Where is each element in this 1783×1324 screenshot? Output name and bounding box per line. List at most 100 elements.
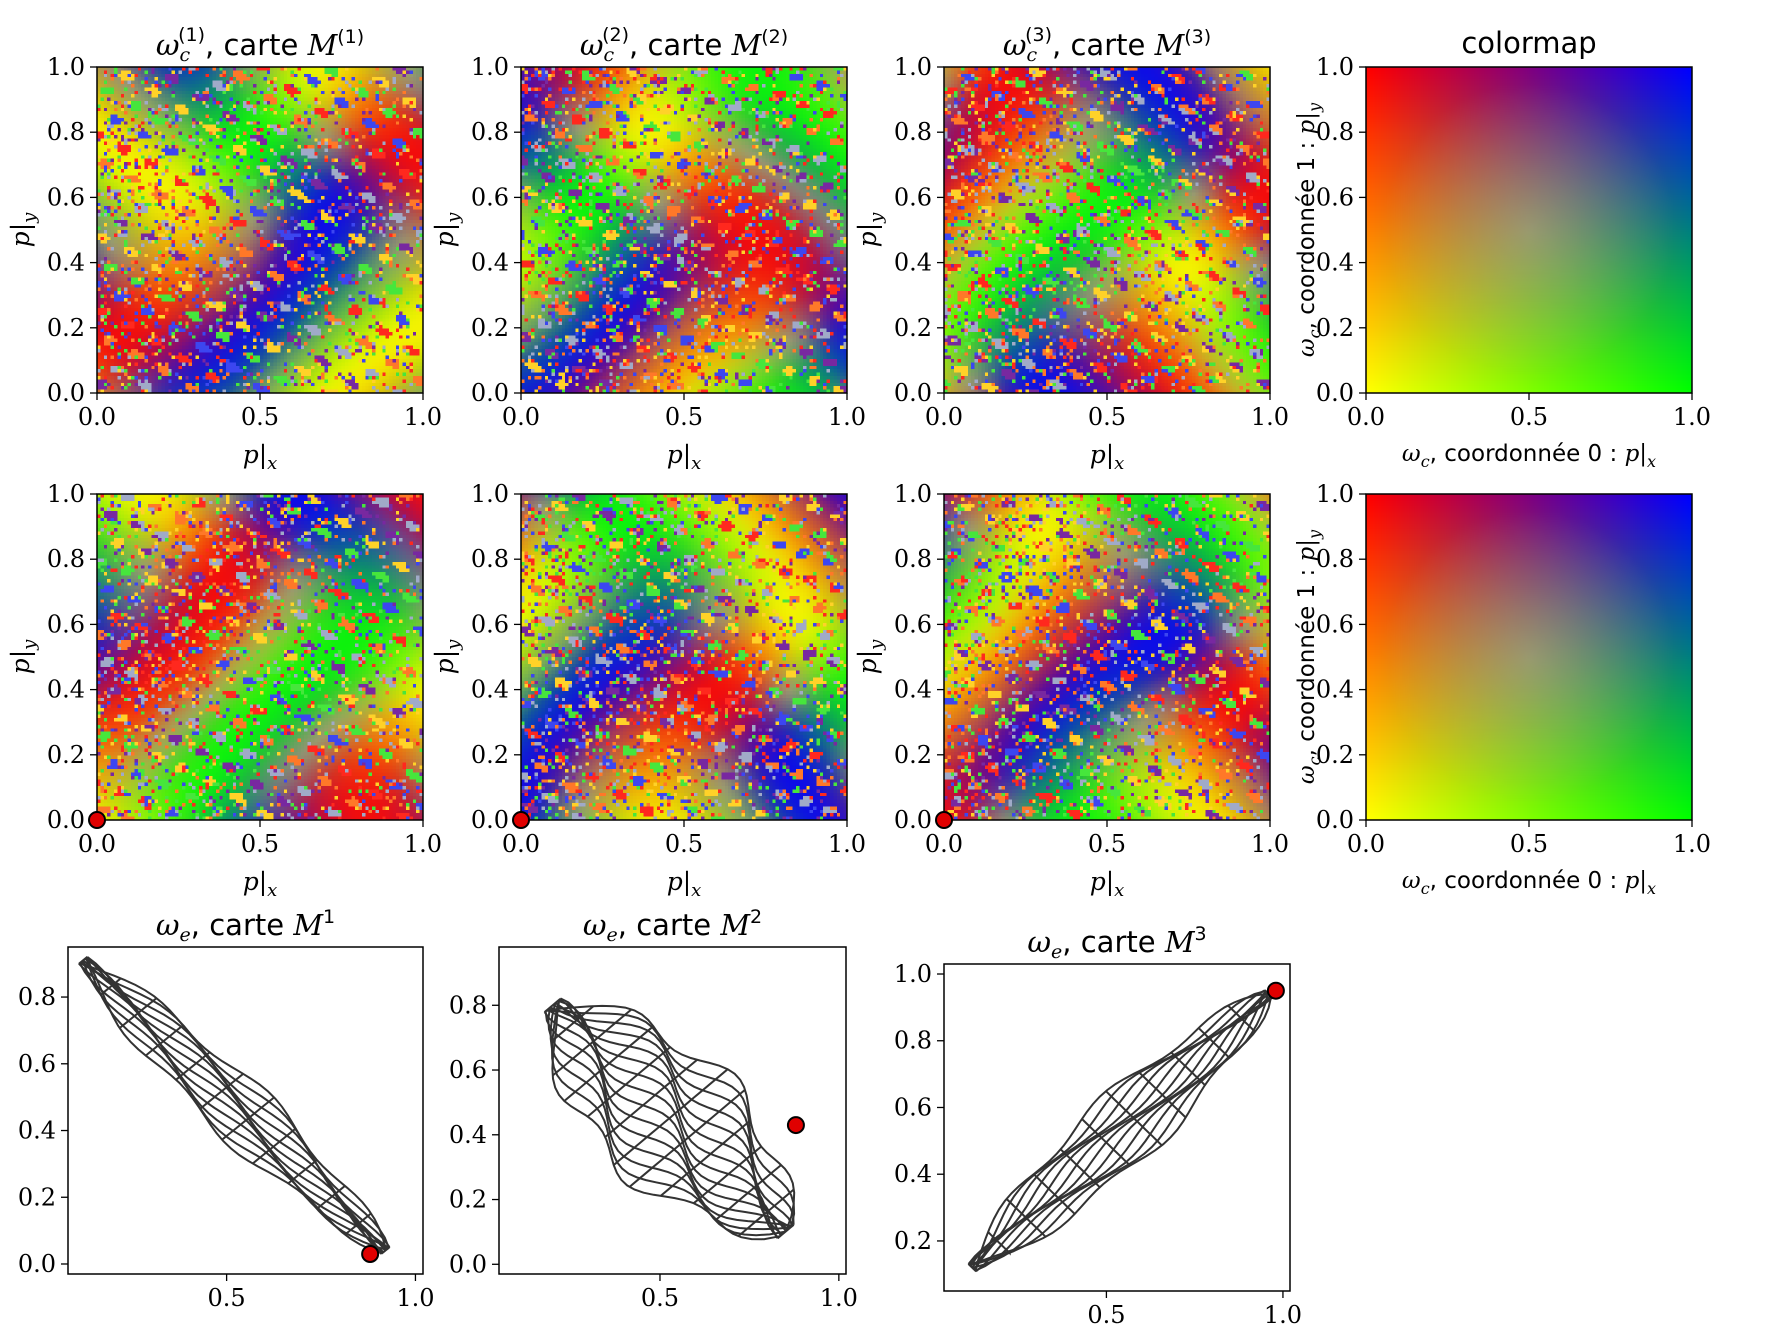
y-tick-label: 0.8 [1316,545,1354,573]
y-tick-label: 0.2 [1316,314,1354,342]
heatmap-image [521,67,847,393]
mesh-line [82,959,391,1248]
mesh-line [221,1096,275,1141]
x-axis-label: p|x [243,867,278,901]
mesh-line [563,1025,654,1102]
y-tick-label: 0.0 [449,1250,487,1278]
y-tick-label: 0.4 [47,249,85,277]
x-tick-label: 1.0 [1251,830,1289,858]
y-tick-label: 1.0 [471,480,509,508]
y-tick-label: 0.2 [18,1183,56,1211]
y-tick-label: 0.4 [894,249,932,277]
x-tick-label: 1.0 [404,830,442,858]
mesh-line [543,997,562,1013]
x-tick-label: 1.0 [820,1284,858,1312]
x-axis-label: ωc, coordonnée 0 : p|x [1402,868,1656,898]
plot-frame [67,946,424,1275]
mesh-line [118,997,158,1029]
mesh-line [586,1046,671,1118]
y-tick-label: 0.4 [471,676,509,704]
y-tick-label: 0.6 [894,1093,932,1121]
x-tick-label: 1.0 [404,403,442,431]
chart-title: colormap [1461,26,1596,60]
mesh-line [968,991,1268,1266]
y-axis-label: p|y [853,212,887,247]
mesh-line [1059,1148,1101,1188]
y-tick-label: 0.6 [1316,183,1354,211]
y-tick-label: 0.4 [894,1160,932,1188]
x-tick-label: 0.0 [1347,403,1385,431]
y-tick-label: 1.0 [894,960,932,988]
y-tick-label: 0.2 [449,1186,487,1214]
x-tick-label: 0.0 [925,403,963,431]
mesh-line [1005,1198,1047,1238]
mesh-line [693,1145,762,1204]
x-tick-label: 0.0 [78,403,116,431]
mesh-line [737,1188,795,1237]
x-tick-label: 0.0 [78,830,116,858]
mesh-line [604,1059,698,1138]
y-tick-label: 0.8 [471,118,509,146]
y-tick-label: 0.6 [47,610,85,638]
mesh-line [969,992,1269,1267]
origin-marker [88,811,106,829]
neuron-marker [361,1244,380,1263]
heatmap-image [944,494,1270,820]
y-tick-label: 0.4 [471,249,509,277]
chart-title: ωc(1), carte M(1) [156,24,364,66]
y-tick-label: 0.0 [1316,806,1354,834]
x-tick-label: 0.5 [1510,830,1548,858]
mesh-line [287,1159,318,1185]
mesh-line [974,989,1266,1271]
y-tick-label: 1.0 [471,53,509,81]
y-tick-label: 0.6 [471,183,509,211]
neuron-marker [1266,981,1285,1000]
chart-title: ωe, carte M2 [583,906,762,946]
mesh-line [975,993,1270,1273]
mesh-line [85,956,388,1250]
y-tick-label: 0.0 [47,806,85,834]
y-tick-label: 0.2 [894,741,932,769]
y-tick-label: 1.0 [47,53,85,81]
x-tick-label: 1.0 [828,830,866,858]
y-tick-label: 0.2 [471,314,509,342]
x-tick-label: 0.5 [1087,1301,1125,1324]
mesh-line [551,1008,633,1077]
chart-title: ωc(3), carte M(3) [1003,24,1211,66]
mesh-line [344,1212,372,1236]
mesh-line [99,977,122,996]
x-tick-label: 0.0 [502,830,540,858]
mesh-line [175,1051,211,1081]
y-tick-label: 0.8 [449,991,487,1019]
y-tick-label: 0.6 [471,610,509,638]
y-axis-label: p|y [430,212,464,247]
heatmap-image [944,67,1270,393]
mesh-line [1032,1173,1076,1215]
y-tick-label: 0.4 [1316,676,1354,704]
y-tick-label: 1.0 [894,480,932,508]
mesh-line [145,1024,184,1057]
x-tick-label: 1.0 [1264,1301,1302,1324]
x-axis-label: p|x [1090,867,1125,901]
y-tick-label: 1.0 [1316,53,1354,81]
mesh-line [550,1005,595,1043]
x-tick-label: 0.5 [1088,403,1126,431]
y-tick-label: 0.4 [449,1121,487,1149]
y-tick-label: 0.6 [47,183,85,211]
plot-frame [498,946,847,1275]
mesh-line [199,1073,244,1110]
origin-marker [935,811,953,829]
x-tick-label: 0.5 [665,403,703,431]
x-tick-label: 0.5 [1510,403,1548,431]
y-axis-label: p|y [853,639,887,674]
mesh-line [660,1119,752,1197]
mesh-line [628,1089,746,1188]
x-tick-label: 0.0 [1347,830,1385,858]
y-tick-label: 0.0 [471,379,509,407]
colormap-image [1366,494,1692,820]
y-tick-label: 0.0 [471,806,509,834]
y-axis-label: ωc, coordonnée 1 : p|y [1294,102,1324,357]
chart-title: ωe, carte M1 [156,906,335,946]
x-axis-label: ωc, coordonnée 0 : p|x [1402,441,1656,471]
y-tick-label: 0.8 [894,1027,932,1055]
